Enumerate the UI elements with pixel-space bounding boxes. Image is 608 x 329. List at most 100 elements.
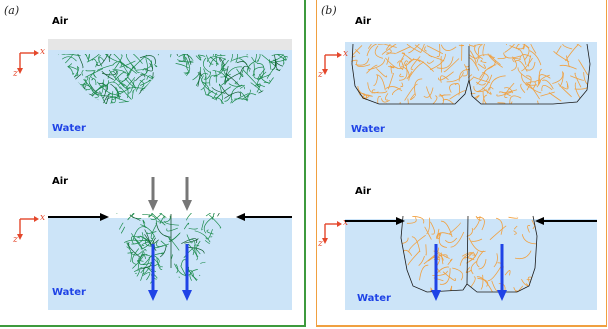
fiber-strand: [399, 101, 401, 104]
fiber-strand: [112, 68, 125, 74]
fiber-strand: [387, 72, 394, 90]
fiber-strand: [503, 216, 518, 217]
fiber-strand: [183, 222, 190, 230]
fiber-strand: [63, 54, 81, 57]
fiber-strand: [541, 84, 553, 92]
fiber-strand: [205, 213, 215, 217]
fiber-strand: [497, 102, 506, 104]
fiber-strand: [559, 72, 564, 87]
fiber-strand: [239, 65, 251, 75]
fiber-strand: [583, 72, 590, 86]
fiber-strand: [188, 227, 198, 230]
fiber-strand: [474, 216, 482, 221]
gravity-arrow: [148, 177, 158, 211]
fiber-strand: [209, 74, 218, 86]
fiber-strand: [477, 277, 489, 287]
fiber-strand: [386, 52, 396, 55]
fiber-strand: [401, 65, 410, 81]
fiber-strand: [381, 44, 400, 56]
fiber-mat-left: [351, 44, 470, 104]
fiber-strand: [152, 237, 159, 245]
panel-a-figure: (a) Air Water x z Air Water x z: [4, 4, 292, 310]
fiber-strand: [253, 54, 261, 62]
fiber-strand: [366, 64, 378, 74]
fiber-strand: [219, 57, 226, 66]
fiber-strand: [367, 44, 379, 49]
fiber-strand: [141, 235, 155, 250]
fiber-strand: [159, 244, 167, 258]
fiber-strand: [419, 264, 429, 281]
fiber-strand: [432, 270, 448, 276]
fiber-strand: [109, 54, 123, 67]
fiber-strand: [438, 93, 444, 104]
fiber-strand: [95, 54, 109, 66]
fiber-strand: [221, 54, 233, 63]
fiber-strand: [216, 99, 233, 104]
fiber-strand: [489, 75, 506, 91]
fiber-strand: [475, 81, 486, 86]
fiber-strand: [408, 59, 421, 63]
fiber-strand: [168, 232, 181, 242]
fiber-strand: [182, 56, 191, 74]
fiber-strand: [130, 54, 148, 71]
fiber-strand: [212, 69, 226, 85]
air-gap-band: [48, 39, 292, 50]
water-label: Water: [52, 123, 86, 134]
fiber-strand: [514, 60, 528, 72]
fiber-strand: [209, 56, 219, 65]
fiber-strand: [221, 86, 230, 96]
fiber-strand: [114, 54, 123, 70]
fiber-strand: [266, 66, 276, 79]
fiber-strand: [185, 54, 192, 65]
fiber-strand: [408, 44, 422, 54]
fiber-strand: [527, 225, 531, 233]
fiber-strand: [206, 54, 214, 65]
fiber-strand: [160, 240, 168, 247]
fiber-strand: [251, 54, 257, 62]
fiber-strand: [218, 77, 230, 86]
fiber-strand: [511, 56, 517, 72]
fiber-strand: [400, 82, 404, 87]
fiber-strand: [411, 236, 421, 253]
fiber-strand: [118, 98, 135, 104]
fiber-strand: [94, 93, 99, 99]
fiber-strand: [559, 64, 577, 70]
fiber-strand: [412, 216, 425, 224]
axis-x-label: x: [343, 218, 348, 228]
fiber-strand: [142, 272, 151, 281]
panel-b-figure: (b) Air Water x z Air Water x z: [317, 4, 597, 310]
fiber-strand: [430, 221, 435, 235]
fiber-strand: [440, 220, 453, 238]
fiber-strand: [197, 71, 201, 87]
fiber-strand: [195, 240, 201, 258]
fiber-strand: [127, 77, 137, 92]
fiber-strand: [520, 83, 526, 93]
fiber-strand: [135, 74, 146, 82]
axis-z-label: z: [317, 239, 323, 249]
fiber-strand: [253, 73, 271, 79]
fiber-strand: [112, 61, 128, 69]
fiber-strand: [540, 91, 555, 97]
fiber-strand: [243, 69, 260, 88]
fiber-strand: [417, 59, 434, 72]
fiber-strand: [136, 60, 153, 71]
fiber-strand: [452, 267, 464, 281]
fiber-strand: [553, 50, 570, 63]
air-label: Air: [355, 16, 371, 27]
fiber-strand: [476, 70, 486, 85]
fiber-strand: [140, 58, 149, 75]
fiber-strand: [489, 55, 495, 59]
fiber-strand: [97, 81, 113, 95]
water-label: Water: [52, 287, 86, 298]
fiber-strand: [87, 54, 90, 60]
fiber-strand: [203, 68, 207, 80]
fiber-strand: [90, 76, 93, 81]
fiber-strand: [468, 257, 473, 261]
fiber-strand: [529, 50, 542, 66]
fiber-strand: [470, 261, 477, 275]
fiber-strand: [468, 44, 471, 55]
fiber-strand: [140, 224, 156, 238]
fiber-strand: [476, 56, 480, 63]
fiber-strand: [491, 280, 498, 292]
fiber-strand: [125, 54, 143, 64]
